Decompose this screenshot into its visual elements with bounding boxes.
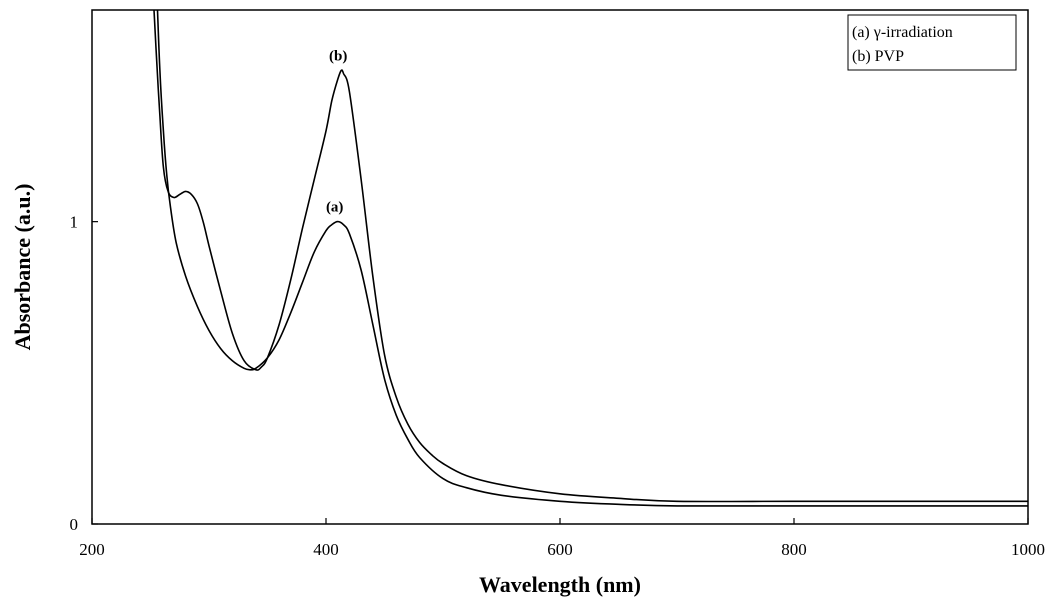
series-line-a bbox=[156, 10, 1028, 507]
y-axis: 01 bbox=[70, 213, 98, 534]
y-tick-label-0: 0 bbox=[70, 515, 79, 534]
x-tick-label-4: 1000 bbox=[1011, 540, 1045, 559]
x-tick-label-0: 200 bbox=[79, 540, 105, 559]
legend-box bbox=[847, 14, 1017, 71]
peak-label-a: (a) bbox=[326, 200, 344, 216]
x-axis-title: Wavelength (nm) bbox=[479, 572, 641, 597]
series-line-b bbox=[153, 10, 1028, 503]
series-layer bbox=[153, 10, 1028, 507]
peak-label-b: (b) bbox=[329, 48, 347, 64]
plot-frame bbox=[91, 9, 1029, 525]
legend-entry-a: (a) γ-irradiation bbox=[852, 24, 953, 41]
peak-annotations: (a) (b) bbox=[326, 48, 347, 215]
x-axis: 200 400 600 800 1000 bbox=[79, 518, 1045, 559]
y-tick-label-1: 1 bbox=[70, 213, 79, 232]
x-tick-label-1: 400 bbox=[313, 540, 339, 559]
legend: (a) γ-irradiation (b) PVP bbox=[847, 14, 1017, 71]
legend-entry-b: (b) PVP bbox=[852, 48, 904, 65]
y-axis-title: Absorbance (a.u.) bbox=[10, 184, 35, 351]
x-tick-label-3: 800 bbox=[781, 540, 807, 559]
x-tick-label-2: 600 bbox=[547, 540, 573, 559]
